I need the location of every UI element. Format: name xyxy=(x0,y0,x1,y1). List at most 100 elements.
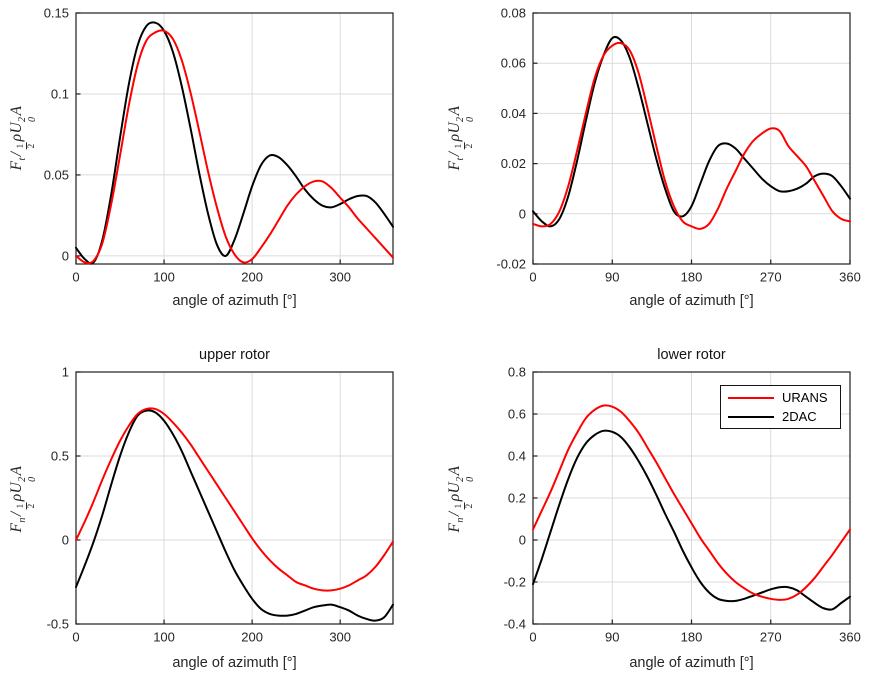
y-tick-label: 0.08 xyxy=(501,6,526,21)
x-tick-label: 0 xyxy=(72,630,79,645)
series-group xyxy=(532,404,851,611)
x-tick-label: 0 xyxy=(529,630,536,645)
legend-line-2dac xyxy=(728,415,774,418)
x-tick-label: 0 xyxy=(529,270,536,285)
x-tick-label: 360 xyxy=(839,630,861,645)
x-tick-label: 300 xyxy=(329,630,351,645)
axes-box xyxy=(75,12,394,265)
legend-entry-2dac: 2DAC xyxy=(728,407,840,426)
y-tick-label: 0.4 xyxy=(508,449,526,464)
series-group xyxy=(75,21,394,265)
y-axis-label-ft: Ft/1 2 ρU 2 0 A xyxy=(8,106,38,171)
y-tick-label: 0.8 xyxy=(508,365,526,380)
subplot-title: upper rotor xyxy=(199,347,270,363)
series-urans-path xyxy=(532,41,851,230)
math-A: A xyxy=(446,465,463,476)
x-tick-label: 270 xyxy=(760,630,782,645)
x-tick-label: 90 xyxy=(605,630,619,645)
math-sub-n: n xyxy=(455,517,466,523)
series-group xyxy=(532,35,851,230)
y-tick-label: -0.5 xyxy=(47,617,69,632)
math-slash: / xyxy=(446,511,463,517)
math-A: A xyxy=(8,105,25,116)
x-tick-label: 100 xyxy=(153,630,175,645)
legend-entry-urans: URANS xyxy=(728,388,840,407)
y-tick-label: 0.1 xyxy=(51,86,69,101)
y-tick-label: 0.5 xyxy=(51,449,69,464)
y-tick-label: -0.2 xyxy=(504,575,526,590)
plot-area-fn-upper: 0 100 200 300-0.500.51 xyxy=(47,365,394,645)
math-F: F xyxy=(446,160,463,171)
plot-area-fn-lower: 0 90 180 270 360 -0.4 -0.2 0 0.2 0.4 0.6 0.8 xyxy=(504,365,861,645)
math-A: A xyxy=(446,105,463,116)
tick-labels: 0 100 200 300 0 0.05 0.1 0.15 xyxy=(44,6,351,285)
x-tick-label: 0 xyxy=(72,270,79,285)
x-tick-label: 100 xyxy=(153,270,175,285)
y-axis-label-fn: Fn/1 2 ρU 2 0 A xyxy=(8,466,38,533)
math-rho: ρ xyxy=(8,493,25,502)
math-U: U xyxy=(446,481,463,494)
tick-marks xyxy=(75,371,341,625)
math-F: F xyxy=(8,522,25,533)
subplot-fn-lower: 0 90 180 270 360 -0.4 -0.2 0 0.2 0.4 0.6 0.8 lower … xyxy=(436,342,872,684)
x-axis-label: angle of azimuth [°] xyxy=(629,655,754,671)
math-slash: / xyxy=(446,151,463,157)
series-2dac-path xyxy=(532,429,851,611)
x-tick-label: 200 xyxy=(241,630,263,645)
y-tick-label: 0 xyxy=(519,533,526,548)
math-sub-t: t xyxy=(17,157,28,161)
x-tick-label: 270 xyxy=(760,270,782,285)
x-axis-label: angle of azimuth [°] xyxy=(172,293,297,309)
plot-area-ft-upper: 0 100 200 300 0 0.05 0.1 0.15 xyxy=(44,6,394,285)
y-tick-label: 0.2 xyxy=(508,491,526,506)
y-tick-label: 1 xyxy=(62,365,69,380)
x-tick-label: 180 xyxy=(681,270,703,285)
math-sub-n: n xyxy=(17,517,28,523)
math-slash: / xyxy=(8,511,25,517)
y-tick-label: 0.15 xyxy=(44,6,69,21)
series-group xyxy=(75,407,394,622)
math-F: F xyxy=(8,160,25,171)
x-tick-label: 300 xyxy=(329,270,351,285)
subplot-title: lower rotor xyxy=(657,347,726,363)
x-tick-label: 90 xyxy=(605,270,619,285)
tick-labels: 0 100 200 300-0.500.51 xyxy=(47,365,351,645)
math-rho: ρ xyxy=(446,493,463,502)
series-urans-path xyxy=(75,407,394,592)
x-tick-label: 200 xyxy=(241,270,263,285)
axes-box xyxy=(75,371,394,625)
tick-labels: 0 90 180 270 360 -0.4 -0.2 0 0.2 0.4 0.6 0.8 xyxy=(504,365,861,645)
x-axis-label: angle of azimuth [°] xyxy=(629,293,754,309)
math-F: F xyxy=(446,522,463,533)
math-U: U xyxy=(446,121,463,134)
math-A: A xyxy=(8,465,25,476)
series-2dac-path xyxy=(75,21,394,265)
y-tick-label: -0.02 xyxy=(496,257,526,272)
series-2dac-path xyxy=(75,409,394,622)
y-tick-label: 0.02 xyxy=(501,156,526,171)
y-axis-label-ft: Ft/1 2 ρU 2 0 A xyxy=(446,106,476,171)
series-2dac-path xyxy=(532,35,851,228)
legend-label-urans: URANS xyxy=(782,390,828,405)
math-rho: ρ xyxy=(8,133,25,142)
math-sub-t: t xyxy=(455,157,466,161)
y-tick-label: 0.06 xyxy=(501,56,526,71)
legend-line-urans xyxy=(728,396,774,399)
x-tick-label: 180 xyxy=(681,630,703,645)
subplot-fn-upper: 0 100 200 300 -0.5 0 0.5 1 upper rotor Fn/1 2 ρU 2… xyxy=(0,342,436,684)
subplot-ft-upper: 0 100 200 300 0 0.05 0.1 0.15 Ft/1 2 ρU 2 0 A angle … xyxy=(0,0,436,342)
series-urans-path xyxy=(532,404,851,601)
y-tick-label: -0.4 xyxy=(504,617,526,632)
math-U: U xyxy=(8,121,25,134)
y-axis-label-fn: Fn/1 2 ρU 2 0 A xyxy=(446,466,476,533)
legend-label-2dac: 2DAC xyxy=(782,409,817,424)
y-tick-label: 0 xyxy=(519,206,526,221)
